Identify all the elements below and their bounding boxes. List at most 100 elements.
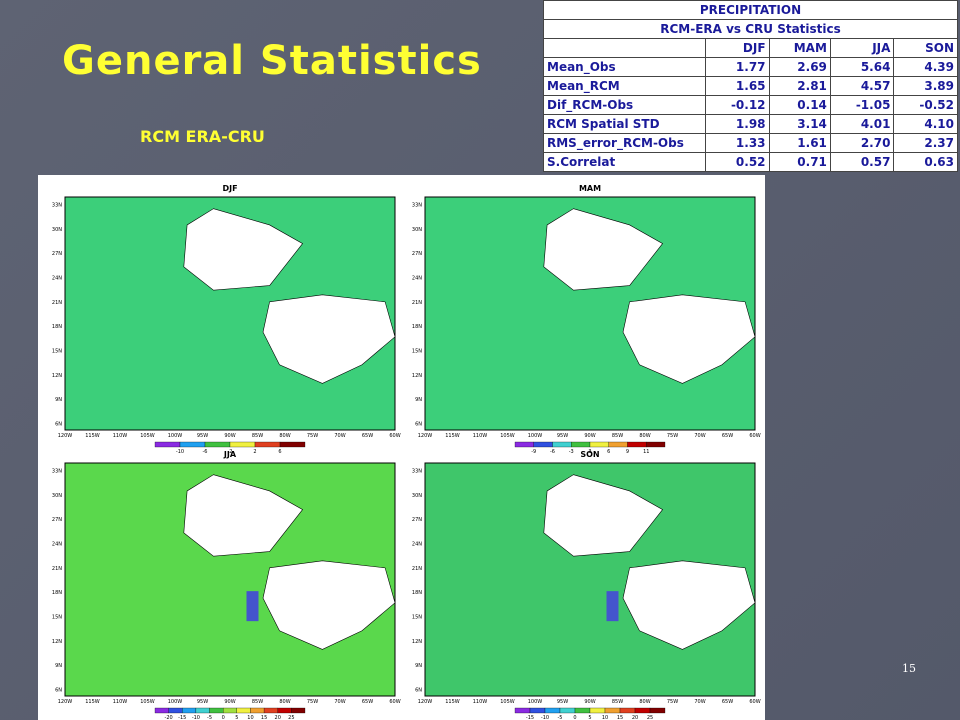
lat-label: 27N	[412, 517, 422, 523]
map-sea	[622, 560, 756, 650]
table-cell: -1.05	[829, 95, 895, 115]
lon-label: 65W	[722, 433, 733, 439]
map-sea	[622, 294, 756, 384]
lat-label: 15N	[52, 615, 62, 621]
table-cell: 0.63	[893, 152, 958, 172]
lon-label: 110W	[473, 699, 488, 705]
lat-label: 21N	[412, 566, 422, 572]
colorbar-swatch	[608, 441, 628, 448]
map-figure: DJF 33N 30N 27N 24N 21N 18N 15N 12N 9N 6N 120W 115W 1…	[38, 175, 765, 720]
lon-label: 60W	[389, 699, 400, 705]
colorbar-label: 0	[222, 715, 225, 720]
colorbar-label: 2	[253, 449, 256, 455]
lat-label: 30N	[412, 227, 422, 233]
colorbar-label: 3	[588, 449, 591, 455]
lon-label: 70W	[334, 433, 345, 439]
colorbar-swatch	[646, 441, 666, 448]
colorbar-label: 20	[275, 715, 281, 720]
lon-label: 115W	[85, 699, 100, 705]
lon-label: 60W	[389, 433, 400, 439]
lat-label: 6N	[55, 688, 62, 694]
table-row: Mean_Obs 1.77 2.69 5.64 4.39	[543, 57, 958, 77]
table-cell: 0.14	[768, 95, 831, 115]
colorbar-swatch	[634, 707, 651, 714]
lat-label: 9N	[415, 663, 422, 669]
lon-label: 115W	[445, 699, 460, 705]
table-cell: Dif_RCM-Obs	[543, 95, 706, 115]
lon-label: 90W	[224, 699, 235, 705]
colorbar-swatch	[649, 707, 666, 714]
lon-label: 80W	[639, 699, 650, 705]
map-sea	[262, 560, 396, 650]
colorbar-swatch	[589, 707, 606, 714]
lat-label: 33N	[52, 469, 62, 475]
colorbar-label: 6	[278, 449, 281, 455]
lon-label: 65W	[722, 699, 733, 705]
lon-label: 95W	[197, 699, 208, 705]
table-row: Dif_RCM-Obs -0.12 0.14 -1.05 -0.52	[543, 95, 958, 115]
table-cell: 0.71	[768, 152, 831, 172]
lon-label: 70W	[334, 699, 345, 705]
header-cell: DJF	[705, 38, 770, 58]
colorbar-label: -5	[207, 715, 212, 720]
lat-label: 12N	[412, 639, 422, 645]
colorbar-label: -3	[569, 449, 574, 455]
colorbar-label: 11	[643, 449, 649, 455]
lon-label: 70W	[694, 433, 705, 439]
table-cell: 4.10	[893, 114, 958, 134]
table-row: PRECIPITATION	[543, 0, 958, 20]
colorbar-label: -6	[203, 449, 208, 455]
colorbar-label: -2	[228, 449, 233, 455]
panel-title: DJF	[222, 184, 237, 193]
table-subtitle: RCM-ERA vs CRU Statistics	[543, 19, 958, 39]
lat-label: 18N	[412, 324, 422, 330]
table-cell: RMS_error_RCM-Obs	[543, 133, 706, 153]
lon-label: 105W	[500, 699, 515, 705]
colorbar-swatch	[291, 707, 306, 714]
lon-label: 115W	[445, 433, 460, 439]
lat-label: 12N	[52, 639, 62, 645]
table-title: PRECIPITATION	[543, 0, 958, 20]
table-cell: -0.12	[705, 95, 770, 115]
colorbar-swatch	[514, 707, 531, 714]
panel-title: SON	[580, 450, 599, 459]
colorbar-swatch	[168, 707, 183, 714]
lat-label: 30N	[412, 493, 422, 499]
lon-label: 120W	[418, 699, 433, 705]
colorbar-label: 20	[632, 715, 638, 720]
lon-label: 85W	[252, 699, 263, 705]
table-cell: 4.39	[893, 57, 958, 77]
lat-label: 27N	[52, 517, 62, 523]
lon-label: 95W	[197, 433, 208, 439]
lon-label: 105W	[140, 699, 155, 705]
table-cell: 4.01	[829, 114, 895, 134]
colorbar-label: 0	[573, 715, 576, 720]
lat-label: 15N	[412, 349, 422, 355]
lon-label: 70W	[694, 699, 705, 705]
lat-label: 24N	[412, 542, 422, 548]
lat-label: 9N	[55, 397, 62, 403]
table-cell: 2.69	[768, 57, 831, 77]
table-cell: Mean_RCM	[543, 76, 706, 96]
header-cell	[543, 38, 706, 58]
table-cell: S.Correlat	[543, 152, 706, 172]
lon-label: 105W	[140, 433, 155, 439]
table-cell: 1.65	[705, 76, 770, 96]
lat-label: 15N	[412, 615, 422, 621]
table-cell: 2.37	[893, 133, 958, 153]
colorbar-swatch	[559, 707, 576, 714]
lon-label: 80W	[639, 433, 650, 439]
table-cell: RCM Spatial STD	[543, 114, 706, 134]
lat-label: 6N	[415, 422, 422, 428]
colorbar-swatch	[223, 707, 237, 714]
lat-label: 6N	[55, 422, 62, 428]
stats-table: PRECIPITATION RCM-ERA vs CRU Statistics DJ…	[543, 0, 958, 172]
lon-label: 75W	[307, 433, 318, 439]
colorbar-label: -15	[178, 715, 186, 720]
header-cell: MAM	[768, 38, 831, 58]
lat-label: 27N	[52, 251, 62, 257]
table-cell: 0.57	[829, 152, 895, 172]
table-cell: 2.81	[768, 76, 831, 96]
colorbar-swatch	[182, 707, 197, 714]
